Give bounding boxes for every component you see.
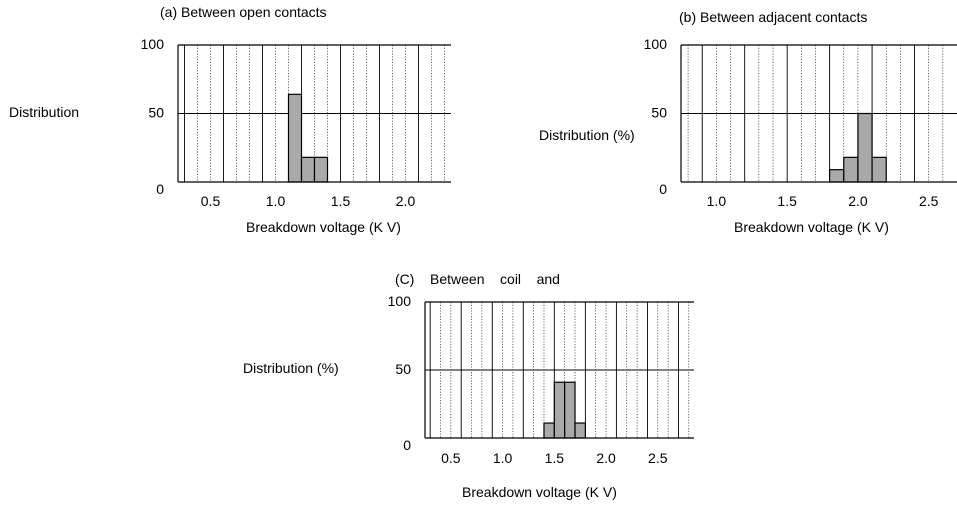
chart-panel-c: (C) Between coil and Distribution (%) Br… xyxy=(243,271,694,500)
x-tick-label: 2.5 xyxy=(919,193,939,209)
histogram-bar xyxy=(564,381,576,439)
histogram-bar xyxy=(543,422,555,439)
chart-title: (b) Between adjacent contacts xyxy=(679,9,867,25)
chart-panel-a: (a) Between open contacts Distribution B… xyxy=(9,4,451,235)
histogram-bar xyxy=(843,156,859,183)
x-axis-label: Breakdown voltage (K V) xyxy=(734,219,889,235)
histogram-bar xyxy=(300,156,316,183)
plot-area: 0 50 100 0.5 1.0 1.5 2.0 2.5 xyxy=(388,293,694,466)
y-axis-label: Distribution (%) xyxy=(243,360,339,376)
x-tick-label: 2.0 xyxy=(396,193,416,209)
x-tick-label: 0.5 xyxy=(441,450,461,466)
plot-area: 0 50 100 0.5 1.0 1.5 2.0 xyxy=(141,36,451,209)
y-tick-label: 100 xyxy=(141,36,165,52)
histogram-bar xyxy=(574,422,586,439)
plot-area: 0 50 100 1.0 1.5 2.0 2.5 xyxy=(644,36,957,209)
y-tick-label: 100 xyxy=(388,293,412,309)
histogram-bar xyxy=(313,156,329,183)
histogram-bar xyxy=(553,381,566,439)
y-tick-label: 0 xyxy=(403,437,411,453)
y-tick-label: 0 xyxy=(156,181,164,197)
x-tick-label: 2.5 xyxy=(648,450,668,466)
x-tick-label: 1.5 xyxy=(545,450,565,466)
histogram-bar xyxy=(857,112,873,183)
x-axis-label: Breakdown voltage (K V) xyxy=(462,484,617,500)
histogram-bar xyxy=(287,93,303,183)
histogram-bar xyxy=(829,169,845,183)
x-tick-label: 1.0 xyxy=(493,450,513,466)
histogram-bar xyxy=(871,156,887,183)
y-tick-label: 50 xyxy=(651,105,667,121)
y-tick-label: 50 xyxy=(148,105,164,121)
x-tick-label: 2.0 xyxy=(596,450,616,466)
x-tick-label: 1.0 xyxy=(707,193,727,209)
x-tick-label: 1.5 xyxy=(331,193,351,209)
x-tick-label: 1.5 xyxy=(777,193,797,209)
chart-panel-b: (b) Between adjacent contacts Distributi… xyxy=(539,9,957,235)
x-tick-label: 2.0 xyxy=(848,193,868,209)
chart-title: (C) Between coil and xyxy=(395,271,560,287)
x-tick-label: 0.5 xyxy=(201,193,221,209)
chart-title: (a) Between open contacts xyxy=(160,4,327,20)
y-tick-label: 50 xyxy=(395,361,411,377)
y-tick-label: 100 xyxy=(644,36,668,52)
x-tick-label: 1.0 xyxy=(266,193,286,209)
y-axis-label: Distribution xyxy=(9,104,79,120)
y-axis-label: Distribution (%) xyxy=(539,127,635,143)
y-tick-label: 0 xyxy=(659,181,667,197)
x-axis-label: Breakdown voltage (K V) xyxy=(246,219,401,235)
